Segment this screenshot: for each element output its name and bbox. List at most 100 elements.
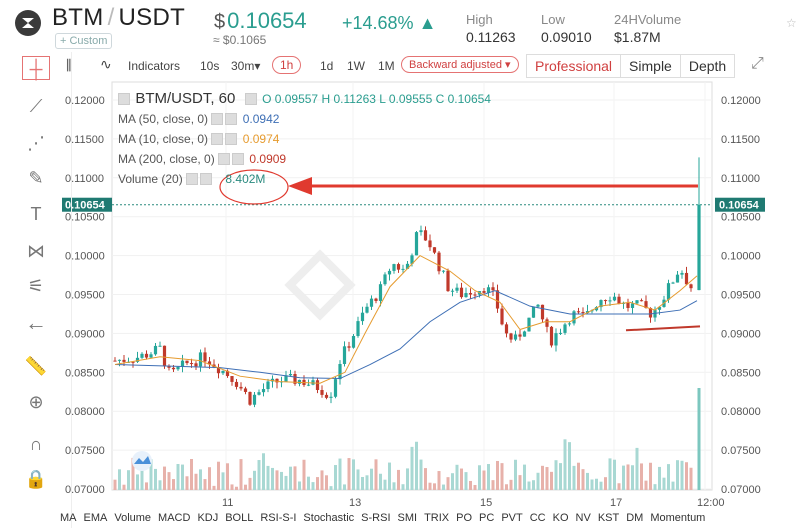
text-icon[interactable]: T <box>30 204 42 224</box>
volume-bar <box>329 486 333 490</box>
lock-icon[interactable]: 🔒 <box>24 469 48 489</box>
ma10-value: 0.0974 <box>242 132 280 146</box>
indicator-boll[interactable]: BOLL <box>225 512 254 524</box>
ruler-icon[interactable]: 📏 <box>24 356 48 376</box>
indicator-stochastic[interactable]: Stochastic <box>303 512 355 524</box>
candle-body <box>680 272 684 275</box>
volume-bar <box>451 473 454 490</box>
candle-body <box>180 360 185 367</box>
volume-bar <box>262 453 265 490</box>
indicator-s-rsi[interactable]: S-RSI <box>361 512 391 524</box>
candle-body <box>563 324 567 333</box>
volume-bar <box>154 468 157 490</box>
volume-bar <box>419 459 423 490</box>
tab-depth[interactable]: Depth <box>688 58 727 74</box>
interval-1d[interactable]: 1d <box>320 59 334 73</box>
magnet-icon[interactable]: ∩ <box>29 434 43 454</box>
indicator-macd[interactable]: MACD <box>158 512 191 524</box>
interval-30m[interactable]: 30m▾ <box>231 59 261 73</box>
interval-10s[interactable]: 10s <box>200 59 220 73</box>
tab-simple[interactable]: Simple <box>621 55 681 77</box>
fullscreen-icon[interactable]: ⤢ <box>751 55 764 72</box>
interval-1h[interactable]: 1h <box>272 56 302 74</box>
collapse-icon[interactable] <box>118 93 130 105</box>
volume-bar <box>392 482 396 490</box>
volume-bar <box>523 464 526 490</box>
volume-bar <box>689 467 693 490</box>
indicator-ma[interactable]: MA <box>60 512 77 524</box>
candle-body <box>432 247 437 253</box>
volume-bar <box>662 477 666 490</box>
indicator-nv[interactable]: NV <box>575 512 591 524</box>
volume-bar <box>397 469 400 490</box>
star-icon[interactable]: ☆ <box>786 16 797 30</box>
indicator-pvt[interactable]: PVT <box>501 512 523 524</box>
brush-icon[interactable]: ✎ <box>28 168 44 188</box>
volume-bar <box>388 462 391 490</box>
ma10-close-icon[interactable] <box>225 133 238 145</box>
indicator-ema[interactable]: EMA <box>83 512 108 524</box>
ma200-value: 0.0909 <box>249 152 287 166</box>
ma10-settings-icon[interactable] <box>211 133 224 145</box>
indicator-volume[interactable]: Volume <box>114 512 152 524</box>
candle-body <box>329 396 333 398</box>
custom-button[interactable]: + Custom <box>55 33 113 49</box>
volume-bar <box>293 466 297 490</box>
indicator-wave-icon[interactable]: ∿ <box>100 56 112 72</box>
candle-body <box>455 287 459 291</box>
trend-line-icon[interactable]: ⟋ <box>29 96 43 116</box>
candle-body <box>225 370 230 377</box>
interval-1m[interactable]: 1M <box>378 59 395 73</box>
back-arrow-icon[interactable]: ← <box>25 310 47 335</box>
low-stat: Low 0.09010 <box>541 12 592 45</box>
indicator-pc[interactable]: PC <box>479 512 495 524</box>
indicator-trix[interactable]: TRIX <box>424 512 450 524</box>
candle-body <box>441 270 446 272</box>
candle-type-icon[interactable]: ⫼ <box>66 57 73 73</box>
indicator-cc[interactable]: CC <box>529 512 546 524</box>
volume-bar <box>496 460 499 490</box>
volume-settings-icon[interactable] <box>186 173 199 185</box>
candle-body <box>392 264 396 271</box>
candle-body <box>635 300 639 304</box>
indicator-smi[interactable]: SMI <box>397 512 418 524</box>
volume-bar <box>320 470 324 490</box>
tab-professional[interactable]: Professional <box>527 55 622 77</box>
pattern-icon[interactable]: ⋈ <box>27 241 45 261</box>
indicator-ko[interactable]: KO <box>552 512 569 524</box>
fib-icon[interactable]: ⋰ <box>27 133 45 153</box>
zoom-icon[interactable]: ⊕ <box>28 392 44 412</box>
candle-body <box>351 335 356 348</box>
volume-close-icon[interactable] <box>200 173 213 185</box>
candle-body <box>144 353 149 358</box>
indicator-kst[interactable]: KST <box>597 512 620 524</box>
measure-icon[interactable]: ⚟ <box>27 276 45 296</box>
indicators-button[interactable]: Indicators <box>128 59 181 73</box>
ma200-settings-icon[interactable] <box>218 153 231 165</box>
volume-bar <box>248 477 252 490</box>
candle-body <box>536 304 540 307</box>
crosshair-icon[interactable]: ┼ <box>22 56 50 80</box>
indicator-dm[interactable]: DM <box>626 512 644 524</box>
ma50-settings-icon[interactable] <box>211 113 224 125</box>
ma200-close-icon[interactable] <box>232 153 245 165</box>
candle-body <box>419 230 423 233</box>
adjust-dropdown[interactable]: Backward adjusted ▾ <box>401 56 519 73</box>
volume-bar <box>266 465 270 490</box>
volume-bar <box>676 460 679 490</box>
settings-icon[interactable] <box>244 93 257 105</box>
candle-body <box>491 287 495 291</box>
ma50-close-icon[interactable] <box>225 113 238 125</box>
ma10-label: MA (10, close, 0) <box>118 132 209 146</box>
price-tick-right: 0.09000 <box>721 328 761 340</box>
indicator-kdj[interactable]: KDJ <box>197 512 219 524</box>
indicator-po[interactable]: PO <box>456 512 473 524</box>
candle-body <box>581 311 585 314</box>
interval-1w[interactable]: 1W <box>347 59 365 73</box>
indicator-rsi-s-i[interactable]: RSI-S-I <box>260 512 297 524</box>
candle-body <box>549 326 554 346</box>
indicator-momentum[interactable]: Momentum <box>650 512 706 524</box>
time-tick: 17 <box>610 497 622 509</box>
candle-body <box>522 331 527 337</box>
